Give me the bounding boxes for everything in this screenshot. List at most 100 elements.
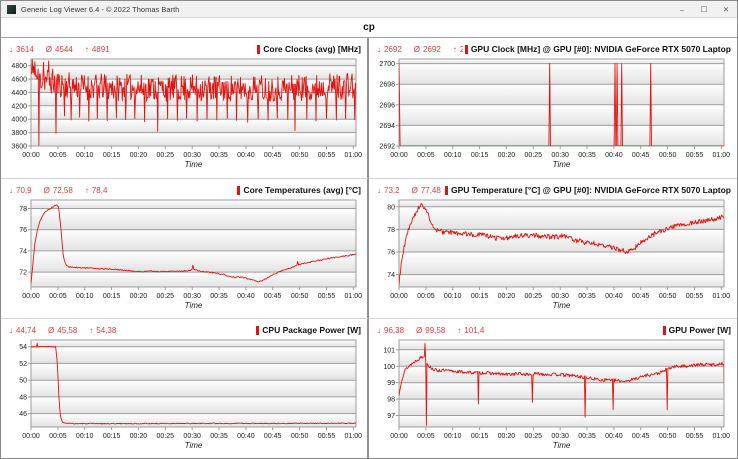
svg-text:00:20: 00:20	[498, 152, 516, 159]
svg-text:00:55: 00:55	[318, 293, 336, 300]
svg-text:01:00: 01:00	[713, 152, 730, 159]
stat-max: 78,4	[91, 185, 108, 195]
svg-text:01:00: 01:00	[345, 433, 362, 440]
chart-panel-core-clocks: ↓ 3614 Ø 4544 ↑ 4891 Core Clocks (avg) [MHz…	[1, 38, 369, 178]
svg-text:00:50: 00:50	[659, 433, 677, 440]
charts-grid: ↓ 3614 Ø 4544 ↑ 4891 Core Clocks (avg) [MHz…	[1, 38, 737, 458]
chart-header: ↓73,2 Ø77,48 ↑8 GPU Temperature [°C] @ G…	[377, 183, 731, 197]
page-header: cp	[1, 18, 737, 38]
svg-text:46: 46	[19, 411, 27, 418]
svg-text:01:00: 01:00	[713, 433, 730, 440]
chart-title: GPU Clock [MHz] @ GPU [#0]: NVIDIA GeFor…	[462, 44, 731, 54]
svg-text:00:55: 00:55	[318, 152, 336, 159]
svg-text:00:45: 00:45	[632, 293, 650, 300]
svg-text:00:10: 00:10	[444, 433, 462, 440]
svg-text:00:00: 00:00	[22, 152, 40, 159]
svg-text:00:10: 00:10	[76, 293, 94, 300]
gpu-power-chart[interactable]: 101 100 99 98 97 00:00 00:05 00:10 00:15 00:20 00:…	[375, 337, 730, 457]
svg-text:00:15: 00:15	[471, 152, 489, 159]
svg-text:78: 78	[387, 227, 395, 234]
svg-text:00:25: 00:25	[157, 152, 175, 159]
max-arrow-icon: ↑	[452, 44, 457, 54]
svg-text:99: 99	[387, 380, 395, 387]
svg-text:00:55: 00:55	[686, 293, 704, 300]
title-bar[interactable]: Generic Log Viewer 6.4 - © 2022 Thomas B…	[1, 1, 737, 18]
svg-text:00:00: 00:00	[22, 293, 40, 300]
svg-text:4800: 4800	[11, 63, 27, 70]
svg-text:00:05: 00:05	[49, 433, 67, 440]
svg-text:50: 50	[19, 378, 27, 385]
svg-text:3800: 3800	[11, 130, 27, 137]
min-arrow-icon: ↓	[377, 325, 381, 335]
chart-panel-cpu-package-power: ↓ 44,74 Ø 45,58 ↑ 54,38 CPU Package Power […	[1, 318, 369, 458]
svg-text:00:10: 00:10	[444, 293, 462, 300]
svg-text:00:30: 00:30	[183, 293, 201, 300]
svg-text:00:15: 00:15	[103, 433, 121, 440]
close-button[interactable]: ✕	[722, 4, 730, 14]
svg-text:98: 98	[387, 397, 395, 404]
svg-text:2698: 2698	[379, 82, 395, 89]
svg-text:00:35: 00:35	[210, 433, 228, 440]
core-temperatures-chart[interactable]: 78 76 74 72 00:00 00:05 00:10 00:15 00:20 00:25 00…	[7, 197, 362, 317]
svg-text:00:50: 00:50	[291, 152, 309, 159]
svg-text:00:05: 00:05	[417, 152, 435, 159]
svg-text:00:15: 00:15	[103, 152, 121, 159]
svg-text:2692: 2692	[379, 144, 395, 151]
svg-text:00:50: 00:50	[291, 433, 309, 440]
max-arrow-icon: ↑	[84, 44, 89, 54]
svg-text:00:40: 00:40	[605, 433, 623, 440]
cpu-package-power-chart[interactable]: 54 52 50 48 46 00:00 00:05 00:10 00:15 00:20 00:25…	[7, 337, 362, 457]
chart-header: ↓ 3614 Ø 4544 ↑ 4891 Core Clocks (avg) [MHz…	[9, 42, 361, 56]
legend-color-bar-icon	[237, 185, 241, 195]
svg-text:00:45: 00:45	[264, 293, 282, 300]
chart-title: Core Temperatures (avg) [°C]	[235, 185, 361, 195]
svg-text:00:35: 00:35	[578, 433, 596, 440]
svg-text:00:25: 00:25	[157, 293, 175, 300]
svg-text:00:00: 00:00	[390, 433, 408, 440]
svg-text:Time: Time	[185, 441, 203, 450]
window-controls: – ☐ ✕	[671, 1, 737, 17]
stat-max: 101,4	[464, 325, 485, 335]
svg-text:00:50: 00:50	[659, 152, 677, 159]
stat-avg: 2692	[423, 44, 441, 54]
svg-text:00:40: 00:40	[605, 152, 623, 159]
stat-min: 96,38	[384, 325, 405, 335]
svg-text:01:00: 01:00	[345, 293, 362, 300]
page-title: cp	[363, 22, 375, 33]
svg-text:00:25: 00:25	[525, 152, 543, 159]
svg-text:78: 78	[19, 206, 27, 213]
svg-text:Time: Time	[553, 441, 571, 450]
svg-text:4400: 4400	[11, 90, 27, 97]
svg-text:4600: 4600	[11, 77, 27, 84]
chart-header: ↓ 44,74 Ø 45,58 ↑ 54,38 CPU Package Power […	[9, 323, 361, 337]
svg-text:00:45: 00:45	[264, 433, 282, 440]
minimize-button[interactable]: –	[679, 4, 685, 14]
svg-text:54: 54	[19, 344, 27, 351]
svg-text:00:50: 00:50	[291, 293, 309, 300]
chart-panel-core-temperatures: ↓ 70,9 Ø 72,58 ↑ 78,4 Core Temperatures (av…	[1, 178, 369, 318]
svg-text:00:15: 00:15	[471, 433, 489, 440]
svg-text:00:55: 00:55	[686, 433, 704, 440]
svg-text:00:25: 00:25	[157, 433, 175, 440]
legend-color-bar-icon	[257, 44, 261, 54]
stat-min: 3614	[16, 44, 34, 54]
svg-text:01:00: 01:00	[345, 152, 362, 159]
svg-text:00:40: 00:40	[605, 293, 623, 300]
chart-stats: ↓ 44,74 Ø 45,58 ↑ 54,38	[9, 326, 254, 335]
app-icon	[7, 4, 16, 14]
avg-symbol-icon: Ø	[43, 185, 50, 195]
stat-min: 73,2	[384, 185, 400, 195]
svg-text:00:05: 00:05	[49, 293, 67, 300]
svg-text:2700: 2700	[379, 61, 395, 68]
svg-text:00:10: 00:10	[444, 152, 462, 159]
svg-text:Time: Time	[185, 160, 203, 169]
maximize-button[interactable]: ☐	[700, 4, 708, 14]
svg-text:Time: Time	[185, 301, 203, 310]
svg-text:00:15: 00:15	[103, 293, 121, 300]
svg-text:00:40: 00:40	[237, 152, 255, 159]
gpu-temperature-chart[interactable]: 80 78 76 74 00:00 00:05 00:10 00:15 00:20 00:25 00…	[375, 197, 730, 317]
